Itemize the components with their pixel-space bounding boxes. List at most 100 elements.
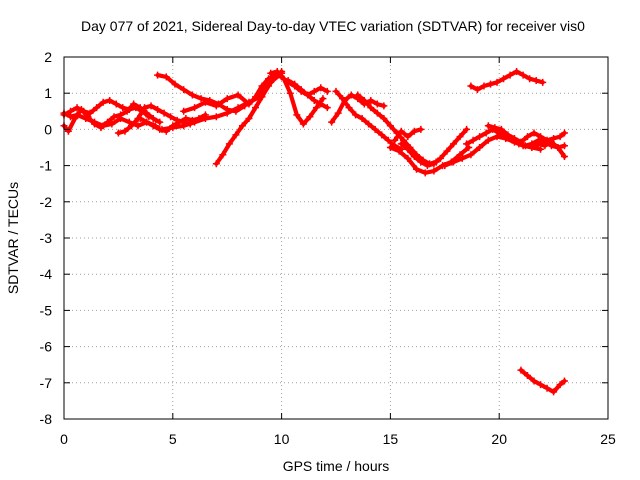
data-point xyxy=(550,134,558,142)
data-point xyxy=(423,162,431,170)
data-point xyxy=(280,75,288,83)
series-line xyxy=(388,145,471,175)
data-point xyxy=(310,87,318,95)
data-point xyxy=(421,169,429,177)
series-arc-11 xyxy=(267,67,327,128)
x-tick-label: 5 xyxy=(169,431,177,447)
y-tick-label: -7 xyxy=(40,375,53,391)
data-point xyxy=(537,381,545,389)
data-point xyxy=(110,113,118,121)
data-point xyxy=(486,80,494,88)
y-tick-label: 2 xyxy=(44,49,52,65)
y-tick-label: -6 xyxy=(40,339,53,355)
series-arc-24 xyxy=(517,366,568,396)
data-point xyxy=(367,104,375,112)
data-point xyxy=(234,91,242,99)
data-point xyxy=(212,113,220,121)
data-point xyxy=(500,75,508,83)
data-point xyxy=(550,388,558,396)
data-point xyxy=(386,122,394,130)
data-point xyxy=(154,71,162,79)
data-point xyxy=(491,124,499,132)
data-point xyxy=(182,115,190,123)
data-point xyxy=(90,118,98,126)
x-tick-labels: 0 5 10 15 20 25 xyxy=(60,431,616,447)
data-point xyxy=(345,104,353,112)
series-arc-9 xyxy=(212,67,286,168)
data-point xyxy=(251,93,259,101)
data-point xyxy=(547,138,555,146)
data-point xyxy=(397,140,405,148)
data-point xyxy=(273,67,281,75)
data-point xyxy=(526,75,534,83)
data-point xyxy=(121,127,129,135)
data-point xyxy=(560,377,568,385)
data-point xyxy=(352,111,360,119)
y-tick-label: -5 xyxy=(40,302,53,318)
data-point xyxy=(556,381,564,389)
series-arc-14 xyxy=(332,87,405,153)
data-point xyxy=(397,127,405,135)
data-point xyxy=(312,104,320,112)
data-point xyxy=(519,71,527,79)
data-point xyxy=(114,129,122,137)
data-point xyxy=(245,115,253,123)
data-point xyxy=(127,122,135,130)
data-point xyxy=(112,100,120,108)
data-point xyxy=(265,82,273,90)
data-point xyxy=(147,102,155,110)
y-tick-label: -4 xyxy=(40,266,53,282)
data-point xyxy=(223,95,231,103)
data-point xyxy=(441,162,449,170)
data-point xyxy=(404,154,412,162)
x-tick-label: 20 xyxy=(491,431,507,447)
data-point xyxy=(537,133,545,141)
series-arc-12 xyxy=(284,77,331,99)
data-point xyxy=(125,118,133,126)
x-tick-label: 15 xyxy=(383,431,399,447)
data-point xyxy=(530,377,538,385)
data-point xyxy=(380,115,388,123)
data-point xyxy=(245,100,253,108)
data-point xyxy=(171,80,179,88)
data-point xyxy=(476,144,484,151)
data-point xyxy=(232,131,240,139)
data-point xyxy=(77,105,85,113)
data-point xyxy=(373,109,381,117)
axis-ticks xyxy=(63,56,609,420)
data-point xyxy=(404,145,412,153)
data-point xyxy=(465,144,473,151)
data-point xyxy=(360,96,368,104)
data-point xyxy=(365,120,373,128)
x-axis-label: GPS time / hours xyxy=(283,458,390,474)
data-point xyxy=(156,118,164,126)
data-point xyxy=(299,120,307,128)
data-point xyxy=(537,145,545,153)
data-point xyxy=(543,384,551,392)
data-point xyxy=(323,104,331,112)
data-point xyxy=(99,98,107,106)
data-point xyxy=(358,115,366,123)
data-point xyxy=(73,111,81,119)
data-point xyxy=(251,104,259,112)
data-point xyxy=(191,104,199,112)
data-point xyxy=(167,113,175,121)
data-point xyxy=(86,109,94,117)
data-point xyxy=(180,122,188,130)
data-point xyxy=(378,131,386,139)
data-point xyxy=(234,104,242,112)
data-point xyxy=(521,142,529,150)
data-point xyxy=(556,133,564,141)
data-point xyxy=(169,124,177,132)
data-point xyxy=(265,75,273,83)
data-point xyxy=(513,67,521,75)
data-point xyxy=(367,96,375,104)
x-tick-label: 25 xyxy=(600,431,616,447)
data-point xyxy=(484,122,492,130)
y-tick-label: -1 xyxy=(40,158,53,174)
data-point xyxy=(149,122,157,130)
y-tick-label: -3 xyxy=(40,230,53,246)
data-point xyxy=(467,151,475,159)
